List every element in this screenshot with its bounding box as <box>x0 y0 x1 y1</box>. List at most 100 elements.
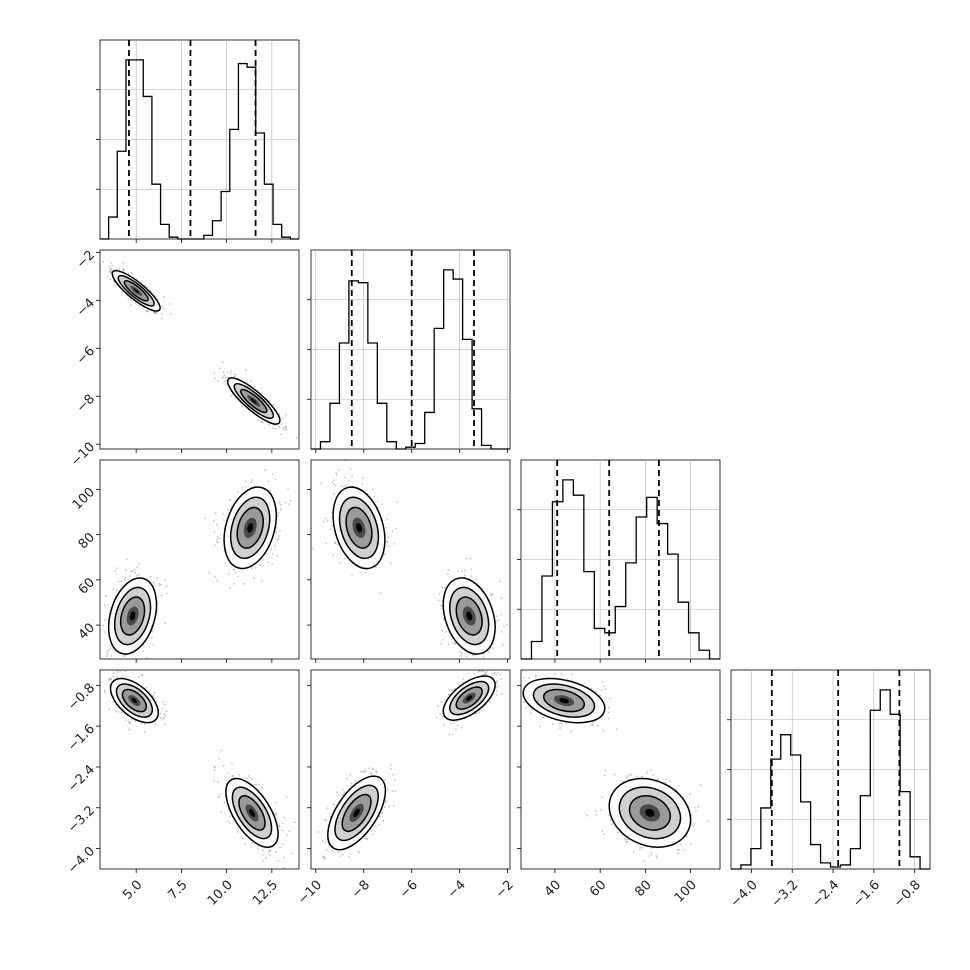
sample-point <box>218 537 221 540</box>
sample-point <box>470 575 473 578</box>
sample-point <box>602 729 605 732</box>
sample-point <box>344 476 347 479</box>
sample-point <box>227 508 229 511</box>
sample-point <box>560 672 563 675</box>
sample-point <box>351 475 353 478</box>
density-contour <box>353 808 360 818</box>
sample-point <box>281 418 284 420</box>
sample-point <box>394 790 396 792</box>
sample-point <box>271 427 274 429</box>
sample-point <box>253 784 256 786</box>
sample-point <box>281 843 284 846</box>
panel-contents <box>100 261 298 440</box>
sample-point <box>366 838 368 840</box>
sample-point <box>97 599 99 601</box>
sample-point <box>233 375 236 378</box>
sample-point <box>389 764 392 766</box>
sample-point <box>220 749 223 752</box>
sample-point <box>169 313 172 315</box>
sample-point <box>146 310 149 313</box>
panel-frame <box>310 459 511 660</box>
sample-point <box>161 707 164 710</box>
sample-point <box>245 777 248 780</box>
sample-point <box>592 721 594 724</box>
scatter-panel-0-2 <box>97 459 300 661</box>
sample-point <box>279 530 281 532</box>
sample-point <box>219 367 222 370</box>
sample-point <box>546 667 548 669</box>
sample-point <box>287 488 289 490</box>
sample-point <box>152 581 155 583</box>
sample-point <box>469 557 472 560</box>
sample-point <box>120 580 123 583</box>
sample-point <box>348 855 350 858</box>
sample-point <box>496 682 498 685</box>
sample-point <box>267 480 270 483</box>
sample-point <box>457 724 459 727</box>
density-contour <box>131 698 138 704</box>
sample-point <box>392 804 395 807</box>
sample-point <box>322 520 325 523</box>
sample-point <box>103 604 106 606</box>
sample-point <box>124 670 127 673</box>
sample-point <box>277 535 280 537</box>
sample-point <box>675 874 677 876</box>
sample-point <box>641 847 644 849</box>
scatter-panel-1-3 <box>310 669 511 870</box>
sample-point <box>357 850 359 853</box>
sample-point <box>160 594 163 597</box>
sample-point <box>482 656 485 658</box>
sample-point <box>324 841 327 844</box>
sample-point <box>224 376 227 379</box>
sample-point <box>601 680 604 683</box>
sample-point <box>378 815 381 818</box>
sample-point <box>127 298 130 300</box>
sample-point <box>163 307 166 310</box>
sample-point <box>233 583 236 585</box>
sample-point <box>117 711 120 713</box>
sample-point <box>607 706 610 709</box>
sample-point <box>279 504 282 506</box>
sample-point <box>639 846 642 849</box>
sample-point <box>332 483 335 485</box>
sample-point <box>165 592 168 595</box>
sample-point <box>332 554 335 557</box>
sample-point <box>388 805 391 808</box>
sample-point <box>138 562 140 565</box>
sample-point <box>496 615 499 618</box>
sample-point <box>253 577 256 579</box>
sample-point <box>270 548 273 551</box>
sample-point <box>535 674 537 677</box>
sample-point <box>393 543 396 545</box>
sample-point <box>116 675 118 678</box>
sample-point <box>457 570 460 572</box>
sample-point <box>232 568 235 571</box>
sample-point <box>522 701 525 704</box>
sample-point <box>108 684 111 687</box>
sample-point <box>141 673 143 676</box>
sample-point <box>124 576 127 579</box>
sample-point <box>161 313 164 315</box>
sample-point <box>138 305 141 307</box>
sample-point <box>102 261 105 264</box>
sample-point <box>125 568 127 571</box>
sample-point <box>277 537 280 540</box>
density-contour <box>248 808 256 817</box>
sample-point <box>116 589 118 592</box>
sample-point <box>284 426 287 429</box>
sample-point <box>229 498 232 501</box>
sample-point <box>106 604 109 606</box>
scatter-panel-0-1 <box>99 249 300 450</box>
sample-point <box>127 659 129 661</box>
sample-point <box>164 723 166 726</box>
sample-point <box>154 311 156 314</box>
sample-point <box>105 595 107 597</box>
sample-point <box>339 562 341 564</box>
sample-point <box>339 855 342 857</box>
sample-point <box>725 831 727 833</box>
sample-point <box>337 469 340 471</box>
sample-point <box>220 810 223 813</box>
sample-point <box>361 483 364 485</box>
sample-point <box>447 643 450 646</box>
